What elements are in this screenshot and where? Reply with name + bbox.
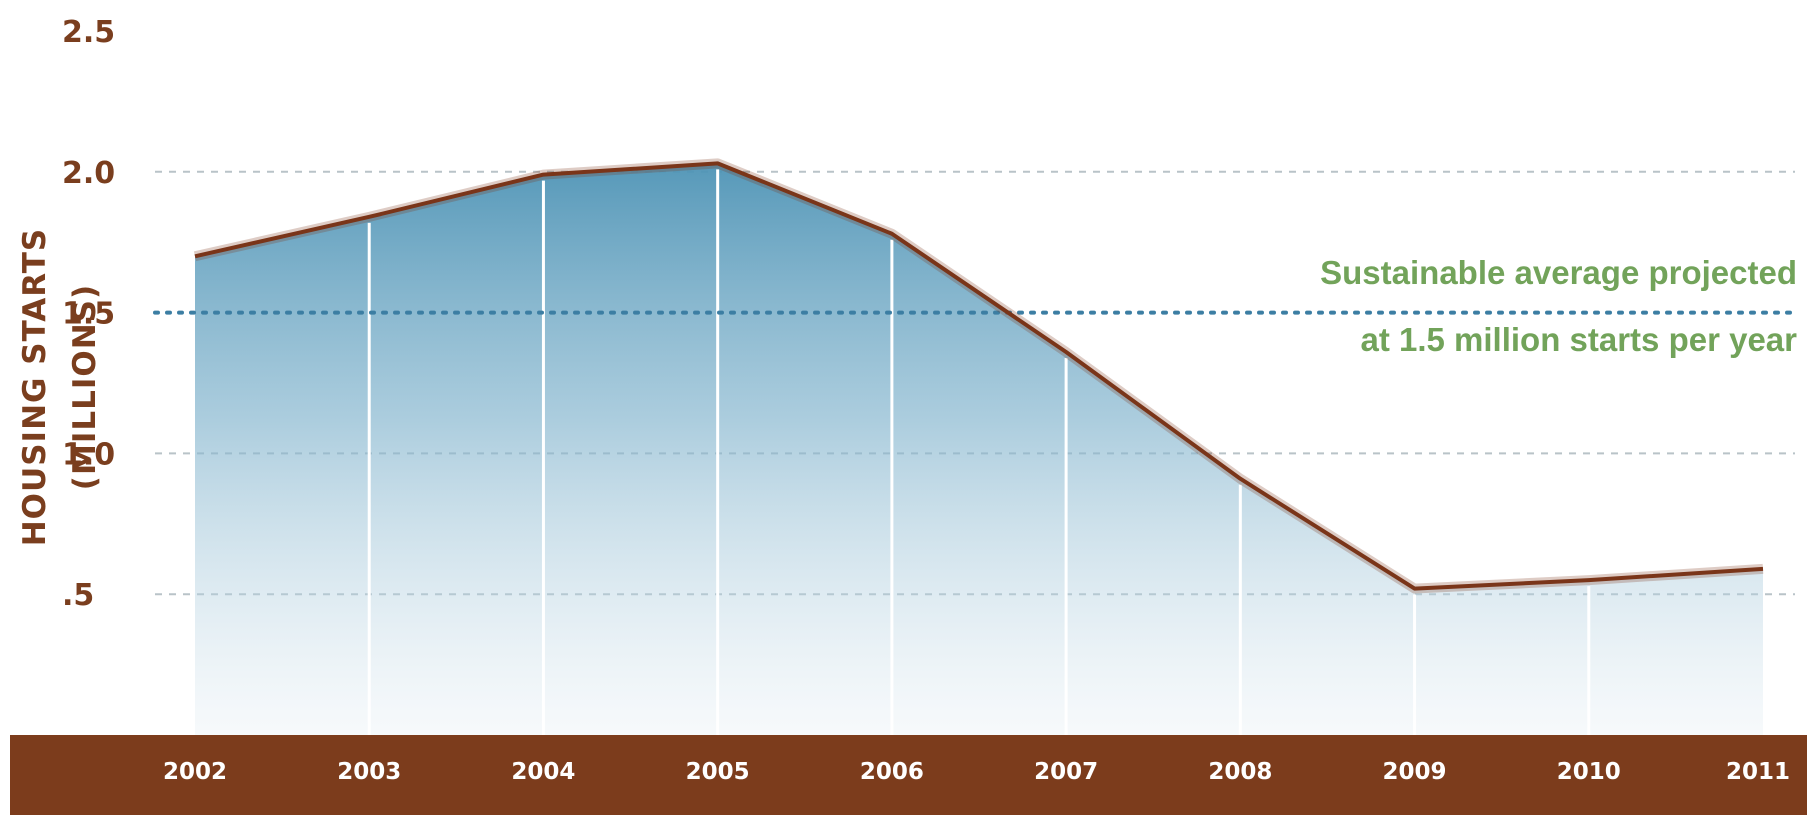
area-series — [195, 163, 1763, 736]
y-tick-label: 1.5 — [62, 297, 115, 332]
x-tick-label: 2005 — [686, 759, 750, 785]
x-tick-label: 2003 — [337, 759, 401, 785]
x-tick-label: 2009 — [1383, 759, 1447, 785]
y-tick-labels: 2.5 2.0 1.5 1.0 .5 — [62, 15, 115, 613]
x-tick-label: 2004 — [511, 759, 575, 785]
x-tick-label: 2011 — [1726, 759, 1790, 785]
x-tick-label: 2008 — [1208, 759, 1272, 785]
y-tick-label: 2.0 — [62, 156, 115, 191]
y-axis-title: HOUSING STARTS (MILLIONS) — [17, 227, 103, 547]
y-tick-label: 2.5 — [62, 15, 115, 50]
x-tick-labels: 2002 2003 2004 2005 2006 2007 2008 2009 2010 2011 — [163, 759, 1790, 785]
reference-line-label-2: at 1.5 million starts per year — [1360, 321, 1797, 358]
y-tick-label: 1.0 — [62, 437, 115, 472]
year-dividers — [367, 169, 1591, 735]
x-tick-label: 2006 — [860, 759, 924, 785]
series-outline — [193, 158, 1764, 594]
reference-line-label-1: Sustainable average projected — [1320, 254, 1797, 291]
x-tick-label: 2010 — [1557, 759, 1621, 785]
y-tick-label: .5 — [62, 578, 94, 613]
x-axis-band — [10, 735, 1807, 815]
x-tick-label: 2002 — [163, 759, 227, 785]
area-fill — [195, 163, 1763, 736]
x-tick-label: 2007 — [1034, 759, 1098, 785]
series-outline — [194, 161, 1764, 591]
